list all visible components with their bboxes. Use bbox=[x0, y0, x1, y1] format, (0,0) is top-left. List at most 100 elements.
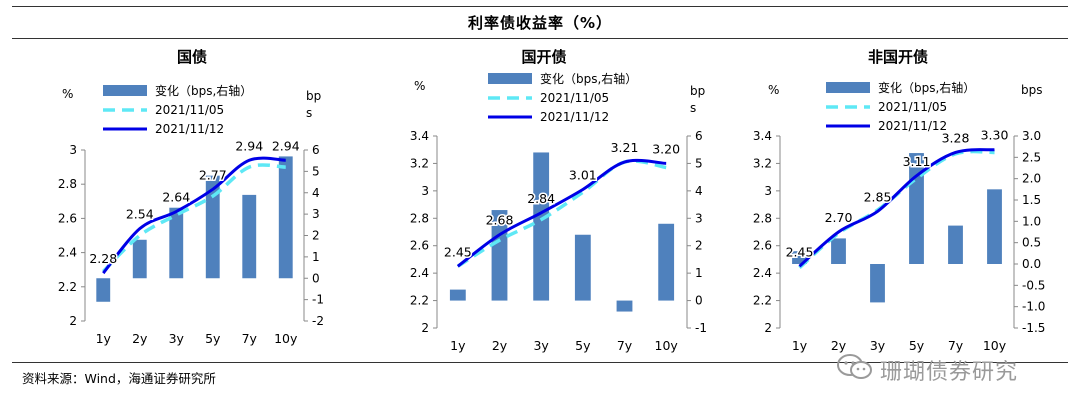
legend-swatch-change bbox=[488, 73, 532, 84]
chart-title-guozhai: 国债 bbox=[176, 48, 207, 66]
x-tick-label: 5y bbox=[575, 338, 591, 353]
left-tick-label: 2.6 bbox=[410, 239, 429, 253]
right-tick-label: 5 bbox=[312, 164, 320, 178]
bar-change bbox=[948, 225, 963, 264]
bar-change bbox=[169, 207, 184, 279]
right-tick-label: 6 bbox=[312, 143, 320, 157]
right-tick-label: 3 bbox=[695, 211, 703, 225]
x-tick-label: 10y bbox=[983, 338, 1007, 353]
x-tick-label: 5y bbox=[205, 331, 221, 346]
left-tick-label: 2.8 bbox=[753, 211, 772, 225]
left-tick-label: 2.4 bbox=[410, 266, 429, 280]
right-tick-label: 2 bbox=[695, 239, 703, 253]
x-tick-label: 7y bbox=[948, 338, 964, 353]
right-tick-label: 0.0 bbox=[1022, 257, 1041, 271]
bar-change bbox=[792, 251, 807, 264]
data-label: 2.45 bbox=[444, 244, 472, 259]
legend-label-2021-11-12: 2021/11/12 bbox=[878, 119, 947, 133]
bar-change bbox=[449, 289, 466, 301]
left-tick-label: 2.6 bbox=[58, 211, 77, 225]
legend-label-2021-11-05: 2021/11/05 bbox=[540, 91, 609, 105]
legend-label-2021-11-05: 2021/11/05 bbox=[155, 103, 224, 117]
right-tick-label: 5 bbox=[695, 156, 703, 170]
chart-title-feiguokai: 非国开债 bbox=[867, 48, 928, 66]
x-tick-label: 7y bbox=[242, 331, 258, 346]
x-tick-label: 7y bbox=[617, 338, 633, 353]
left-axis-unit-label: % bbox=[414, 79, 425, 93]
right-tick-label: -1 bbox=[695, 321, 707, 335]
right-tick-label: 2.5 bbox=[1022, 150, 1041, 164]
data-label: 2.28 bbox=[89, 251, 117, 266]
left-tick-label: 2 bbox=[764, 321, 772, 335]
left-tick-label: 3 bbox=[421, 184, 429, 198]
line-2021-11-05 bbox=[102, 163, 286, 273]
chart-title-guokai: 国开债 bbox=[521, 48, 567, 66]
x-tick-label: 10y bbox=[274, 331, 298, 346]
x-tick-label: 3y bbox=[533, 338, 549, 353]
legend-label-change: 变化（bps,右轴） bbox=[155, 83, 252, 98]
data-label: 2.94 bbox=[272, 138, 300, 153]
right-tick-label: 1 bbox=[695, 266, 703, 280]
x-tick-label: 2y bbox=[132, 331, 148, 346]
left-tick-label: 2.4 bbox=[753, 266, 772, 280]
right-tick-label: 2 bbox=[312, 229, 320, 243]
legend-swatch-change bbox=[826, 82, 870, 93]
x-tick-label: 5y bbox=[909, 338, 925, 353]
title-rule bbox=[12, 38, 1068, 39]
x-tick-label: 1y bbox=[792, 338, 808, 353]
x-tick-label: 3y bbox=[169, 331, 185, 346]
bar-change bbox=[616, 300, 633, 312]
left-tick-label: 3.2 bbox=[753, 156, 772, 170]
left-tick-label: 3 bbox=[69, 143, 77, 157]
right-tick-label: 1.0 bbox=[1022, 214, 1041, 228]
bar-change bbox=[658, 223, 675, 301]
left-tick-label: 2.8 bbox=[410, 211, 429, 225]
bar-change bbox=[533, 152, 550, 301]
top-rule bbox=[12, 6, 1068, 7]
watermark-text: 珊瑚债券研究 bbox=[880, 360, 1019, 385]
right-tick-label: 2.0 bbox=[1022, 172, 1041, 186]
line-2021-11-12 bbox=[102, 156, 286, 275]
right-tick-label: 1.5 bbox=[1022, 193, 1041, 207]
data-label: 2.64 bbox=[162, 190, 190, 205]
bar-change bbox=[870, 264, 885, 303]
bar-change bbox=[909, 153, 924, 264]
bar-change bbox=[132, 239, 147, 279]
bar-change bbox=[574, 234, 591, 301]
right-axis-unit-label: bps bbox=[1021, 83, 1043, 97]
right-tick-label: 4 bbox=[695, 184, 703, 198]
left-tick-label: 2.4 bbox=[58, 246, 77, 260]
right-tick-label: -0.5 bbox=[1022, 278, 1045, 292]
left-tick-label: 2.2 bbox=[58, 280, 77, 294]
x-tick-label: 2y bbox=[492, 338, 508, 353]
right-axis-unit-label: bp bbox=[690, 84, 705, 98]
data-label: 3.21 bbox=[611, 140, 639, 155]
left-tick-label: 2.8 bbox=[58, 177, 77, 191]
right-axis-unit-label: s bbox=[690, 101, 696, 115]
data-label: 2.84 bbox=[527, 191, 555, 206]
x-tick-label: 2y bbox=[831, 338, 847, 353]
legend-swatch-change bbox=[103, 85, 147, 96]
right-tick-label: 3 bbox=[312, 207, 320, 221]
right-axis-unit-label: bp bbox=[306, 89, 321, 103]
bar-change bbox=[96, 278, 111, 302]
data-label: 3.01 bbox=[569, 167, 597, 182]
data-label: 2.85 bbox=[864, 189, 892, 204]
data-label: 2.77 bbox=[199, 167, 227, 182]
bar-change bbox=[205, 175, 220, 279]
x-tick-label: 3y bbox=[870, 338, 886, 353]
left-tick-label: 2.2 bbox=[753, 294, 772, 308]
left-tick-label: 2.2 bbox=[410, 294, 429, 308]
right-tick-label: -2 bbox=[312, 314, 324, 328]
bottom-rule bbox=[12, 362, 1068, 363]
data-label: 3.11 bbox=[903, 154, 931, 169]
right-tick-label: 0 bbox=[312, 271, 320, 285]
right-tick-label: -1.5 bbox=[1022, 321, 1045, 335]
bar-change bbox=[242, 194, 257, 279]
left-tick-label: 2 bbox=[69, 314, 77, 328]
left-tick-label: 3 bbox=[764, 184, 772, 198]
line-2021-11-12 bbox=[798, 148, 995, 268]
